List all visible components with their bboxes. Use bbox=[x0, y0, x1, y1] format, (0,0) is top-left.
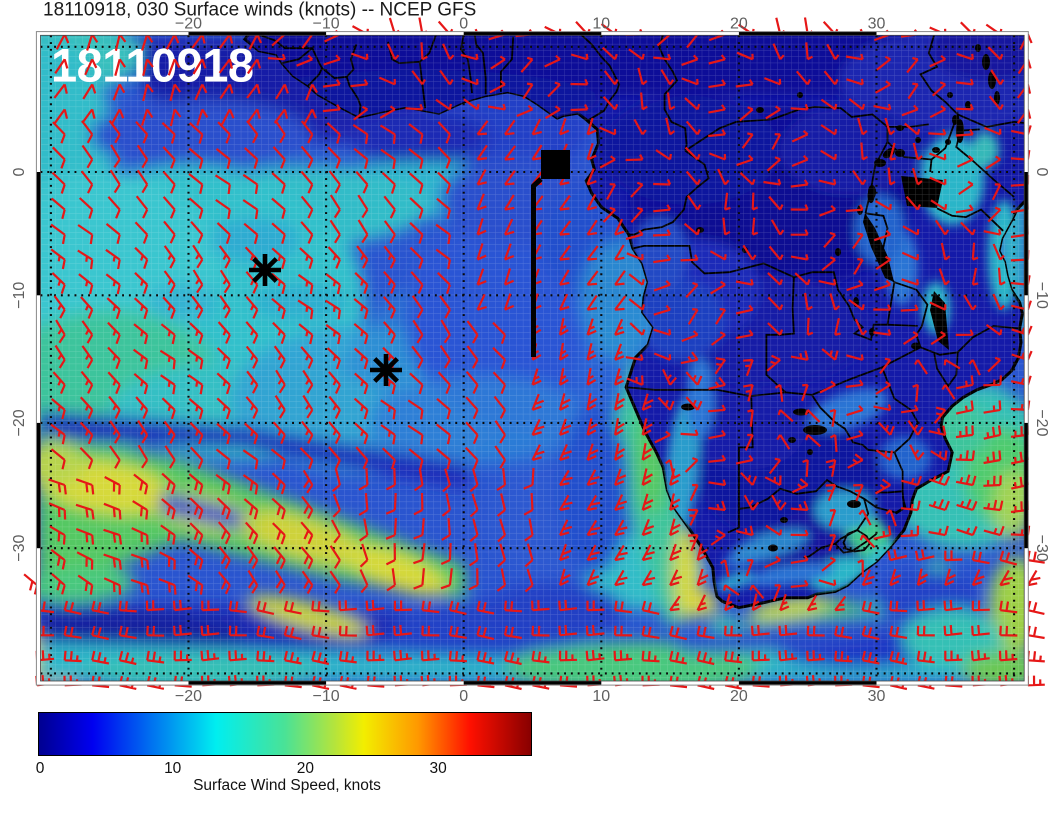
svg-text:10: 10 bbox=[164, 760, 182, 777]
svg-text:−20: −20 bbox=[11, 409, 28, 436]
svg-text:0: 0 bbox=[459, 16, 468, 33]
svg-text:−20: −20 bbox=[1033, 409, 1050, 436]
svg-text:30: 30 bbox=[429, 760, 447, 777]
svg-text:−30: −30 bbox=[11, 535, 28, 562]
svg-text:−10: −10 bbox=[11, 282, 28, 309]
svg-text:−10: −10 bbox=[313, 688, 340, 705]
svg-text:30: 30 bbox=[868, 16, 886, 33]
svg-text:0: 0 bbox=[11, 167, 28, 176]
svg-text:−10: −10 bbox=[313, 16, 340, 33]
svg-text:20: 20 bbox=[730, 688, 748, 705]
svg-text:−20: −20 bbox=[175, 688, 202, 705]
svg-text:−20: −20 bbox=[175, 16, 202, 33]
svg-text:20: 20 bbox=[297, 760, 315, 777]
svg-text:0: 0 bbox=[36, 760, 45, 777]
svg-text:30: 30 bbox=[868, 688, 886, 705]
svg-text:Surface Wind Speed, knots: Surface Wind Speed, knots bbox=[193, 777, 381, 794]
svg-text:10: 10 bbox=[592, 688, 610, 705]
svg-text:10: 10 bbox=[592, 16, 610, 33]
svg-text:0: 0 bbox=[459, 688, 468, 705]
svg-text:0: 0 bbox=[1033, 168, 1050, 177]
svg-text:−30: −30 bbox=[1033, 535, 1050, 562]
svg-text:−10: −10 bbox=[1033, 282, 1050, 309]
svg-text:18110918, 030 Surface winds (k: 18110918, 030 Surface winds (knots) -- N… bbox=[43, 0, 476, 21]
svg-text:20: 20 bbox=[730, 16, 748, 33]
